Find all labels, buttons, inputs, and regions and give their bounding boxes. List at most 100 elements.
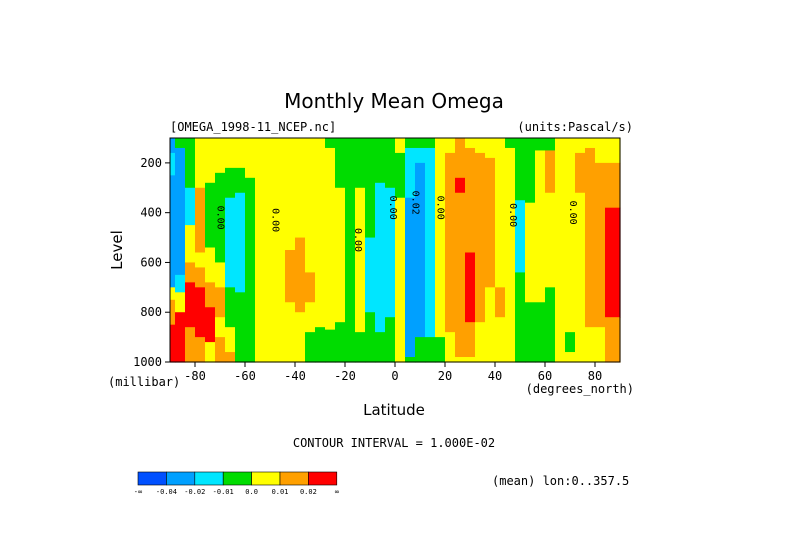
field-cell [285,138,296,251]
field-cell [195,252,206,269]
dataset-label: [OMEGA_1998-11_NCEP.nc] [170,120,336,134]
field-cell [405,147,416,199]
field-cell [575,192,586,363]
field-cell [475,138,486,154]
x-tick-label: 80 [588,369,602,383]
field-cell [195,187,206,254]
field-cell [395,197,406,363]
colorbar-label: -0.01 [213,488,234,496]
colorbar-label: -∞ [134,488,142,496]
field-cell [225,352,236,363]
field-cell [195,337,206,363]
colorbar-swatch [251,471,281,486]
contour-label: 0.00 [215,206,226,230]
field-cell [535,138,546,152]
field-cell [335,138,346,189]
field-cell [385,317,396,363]
units-label: (units:Pascal/s) [517,120,633,134]
field-cell [235,138,246,169]
field-cell [425,147,436,338]
field-cell [495,287,506,318]
x-tick-label: 40 [488,369,502,383]
field-cell [195,287,206,338]
field-cell [585,262,596,328]
field-cell [475,322,486,363]
field-cell [315,327,326,363]
field-cell [585,327,596,363]
field-cell [515,272,526,363]
field-cell [535,302,546,363]
x-tick-label: -40 [284,369,306,383]
field-cell [605,207,616,318]
x-tick-label: -60 [234,369,256,383]
colorbar-label: 0.02 [300,488,317,496]
field-cell [245,217,256,363]
field-cell [445,152,456,189]
field-cell [385,138,396,189]
colorbar-swatch [279,471,309,486]
chart-title: Monthly Mean Omega [284,89,504,113]
field-cell [175,274,186,293]
field-cell [505,138,516,149]
x-tick-label: -80 [184,369,206,383]
colorbar-label: -0.04 [156,488,177,496]
field-cell [435,152,446,338]
y-tick-label: 200 [140,156,162,170]
y-unit-label: (millibar) [108,375,180,389]
field-cell [225,167,236,199]
field-cell [325,147,336,331]
field-cell [245,138,256,179]
field-cell [415,162,426,338]
field-cell [485,138,496,159]
field-cell [335,187,346,323]
field-cell [435,138,446,154]
field-cell [515,200,526,273]
field-cell [215,317,226,338]
field-cell [525,147,536,204]
field-cell [305,302,316,333]
x-tick-label: 60 [538,369,552,383]
field-cell [345,187,356,363]
field-cell [235,167,246,194]
field-cell [295,312,306,363]
field-cell [455,192,466,358]
field-cell [565,352,576,363]
field-cell [195,138,206,189]
field-cell [375,182,386,333]
colorbar-swatch [308,471,338,486]
x-tick-label: 0 [391,369,398,383]
contour-interval: CONTOUR INTERVAL = 1.000E-02 [293,436,495,450]
x-axis: -80 -60 -40 -20 0 20 40 60 80 [184,362,602,383]
field-cell [495,187,506,288]
field-cell [305,138,316,273]
field-cell [465,252,476,323]
field-cell [175,312,186,363]
contour-label: 0.02 [410,191,421,215]
contour-label: 0.00 [387,196,398,220]
field-cell [215,287,226,318]
field-cell [175,138,186,149]
field-cell [465,357,476,363]
field-cell [205,342,216,363]
field-cell [355,332,366,363]
colorbar-label: -0.02 [184,488,205,496]
field-cell [545,150,556,194]
field-cell [225,197,236,288]
field-cell [465,147,476,254]
field-cell [395,152,406,199]
field-cell [525,302,536,363]
y-tick-label: 400 [140,206,162,220]
field-cell [505,147,516,363]
y-tick-label: 600 [140,255,162,269]
field-cell [185,225,196,264]
field-cell [475,152,486,269]
field-cell [615,162,621,209]
x-tick-label: 20 [438,369,452,383]
field-cell [595,327,606,363]
field-cell [615,138,621,164]
field-cell [305,272,316,303]
field-cell [405,287,416,358]
field-cell [175,292,186,313]
field-cell [445,187,456,333]
field-cell [205,182,216,249]
